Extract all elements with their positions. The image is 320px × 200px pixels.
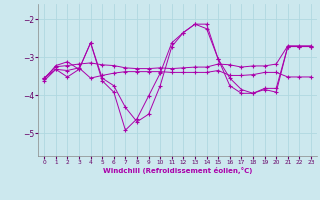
X-axis label: Windchill (Refroidissement éolien,°C): Windchill (Refroidissement éolien,°C) [103,167,252,174]
